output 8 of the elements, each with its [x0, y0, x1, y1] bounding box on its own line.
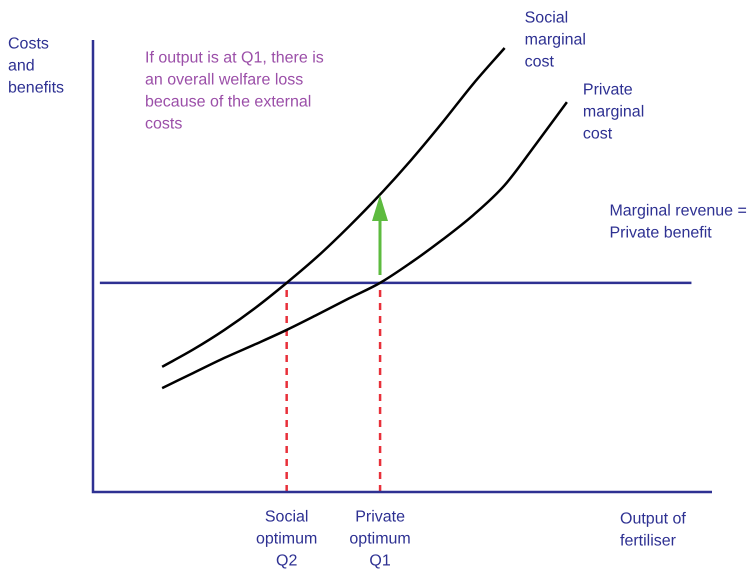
- series-label: Social marginal cost: [524, 9, 586, 70]
- series-label: Private marginal cost: [582, 82, 644, 143]
- x-axis-title: Output of fertiliser: [620, 510, 686, 550]
- x-tick-label: Private optimum Q1: [349, 508, 411, 570]
- annotation: If output is at Q1, there is an overall welfare loss because of the external costs: [145, 49, 324, 132]
- y-axis-title: Costs and benefits: [8, 35, 64, 96]
- x-tick-label: Social optimum Q2: [256, 508, 318, 570]
- text: Marginal revenue = Private benefit: [609, 202, 747, 242]
